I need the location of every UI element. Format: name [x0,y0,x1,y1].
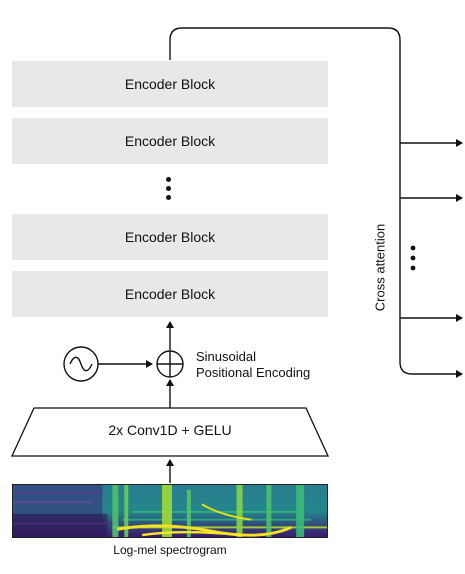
encoder-block-2: Encoder Block [12,118,328,164]
encoder-block-label: Encoder Block [124,229,216,245]
spectrogram-label: Log-mel spectrogram [113,543,227,557]
conv-label: 2x Conv1D + GELU [108,422,232,438]
cross-attention-label: Cross attention [372,223,388,312]
vertical-ellipsis-icon [410,245,416,271]
encoder-output-line [169,27,463,378]
encoder-block-4: Encoder Block [12,271,328,317]
spectrogram-image [12,484,328,538]
positional-encoding-line2: Positional Encoding [196,365,311,380]
circle-plus-icon [156,350,184,378]
encoder-ellipsis-icon [166,177,172,204]
conv-trapezoid [10,407,330,457]
encoder-block-label: Encoder Block [124,133,216,149]
encoder-block-label: Encoder Block [124,286,216,302]
positional-encoding-line1: Sinusoidal [196,349,256,364]
sine-wave-icon [63,346,99,382]
encoder-block-label: Encoder Block [124,76,216,92]
encoder-block-3: Encoder Block [12,214,328,260]
positional-encoding-label: Sinusoidal Positional Encoding [196,349,310,381]
encoder-block-1: Encoder Block [12,61,328,107]
